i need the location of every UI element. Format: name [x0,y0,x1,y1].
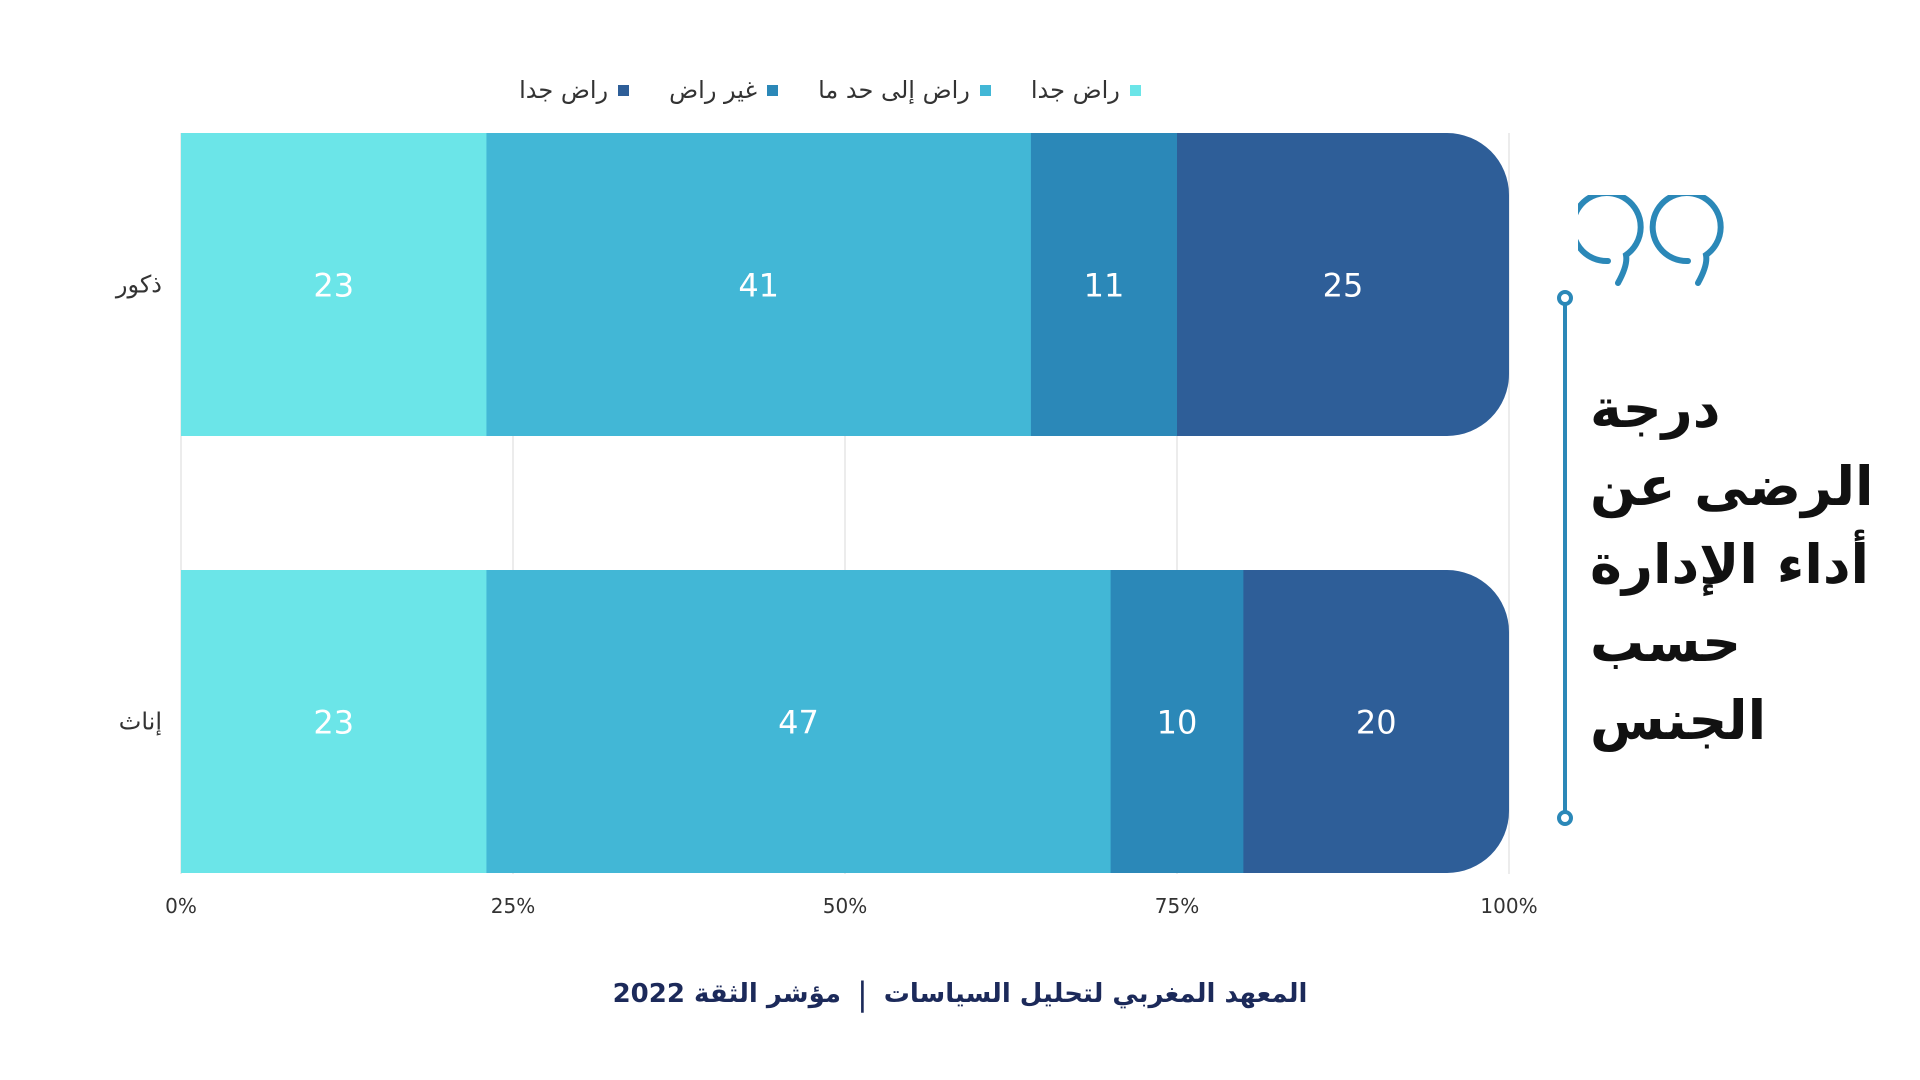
legend-label: غير راض [669,76,758,104]
footer-separator: | [856,975,868,1013]
legend-label: راض إلى حد ما [818,76,970,104]
bar-segment [181,570,487,873]
legend-item: راض إلى حد ما [818,76,991,104]
footer-index: مؤشر الثقة 2022 [612,979,841,1009]
legend-label: راض جدا [519,76,609,104]
data-label: 23 [313,267,354,305]
bar-group [181,133,1509,436]
category-label: إناث [119,708,162,737]
data-label: 41 [738,267,779,305]
title-line-5: الجنس [1590,689,1767,752]
title-line-1: درجة [1590,377,1721,440]
legend-item: راض جدا [519,76,630,104]
x-tick-label: 50% [823,894,867,918]
x-tick-label: 100% [1480,894,1537,918]
bar-segment [486,133,1032,436]
bar-group [181,570,1509,873]
bar-segment [1110,570,1244,873]
x-tick-label: 0% [165,894,197,918]
footer: المعهد المغربي لتحليل السياسات | مؤشر ال… [0,975,1920,1013]
footer-institute: المعهد المغربي لتحليل السياسات [883,979,1308,1009]
title-accent-line [1557,290,1573,826]
title-line-2: الرضى عن [1590,455,1874,518]
bar-segment [1177,133,1509,436]
data-label: 10 [1157,704,1198,742]
data-label: 11 [1084,267,1125,305]
legend-swatch [979,84,991,96]
bar-segment [486,570,1112,873]
data-label: 20 [1356,704,1397,742]
chart-legend: راض جدا غير راض راض إلى حد ما راض جدا [470,76,1190,104]
legend-swatch [618,84,630,96]
data-label: 47 [778,704,819,742]
bar-segment [1030,133,1178,436]
data-label: 23 [313,704,354,742]
title-line-4: حسب [1590,611,1742,674]
title-line-3: أداء الإدارة [1590,533,1870,596]
chart-title: درجة الرضى عن أداء الإدارة حسب الجنس [1590,370,1890,760]
data-label: 25 [1323,267,1364,305]
category-label: ذكور [115,271,162,299]
x-tick-label: 75% [1155,894,1199,918]
quote-icon [1578,195,1724,286]
x-tick-label: 25% [491,894,535,918]
bar-segment [181,133,487,436]
legend-item: راض جدا [1031,76,1141,104]
legend-label: راض جدا [1030,76,1120,104]
bar-segment [1243,570,1509,873]
legend-item: غير راض [669,76,779,104]
legend-swatch [767,84,779,96]
legend-swatch [1129,84,1141,96]
